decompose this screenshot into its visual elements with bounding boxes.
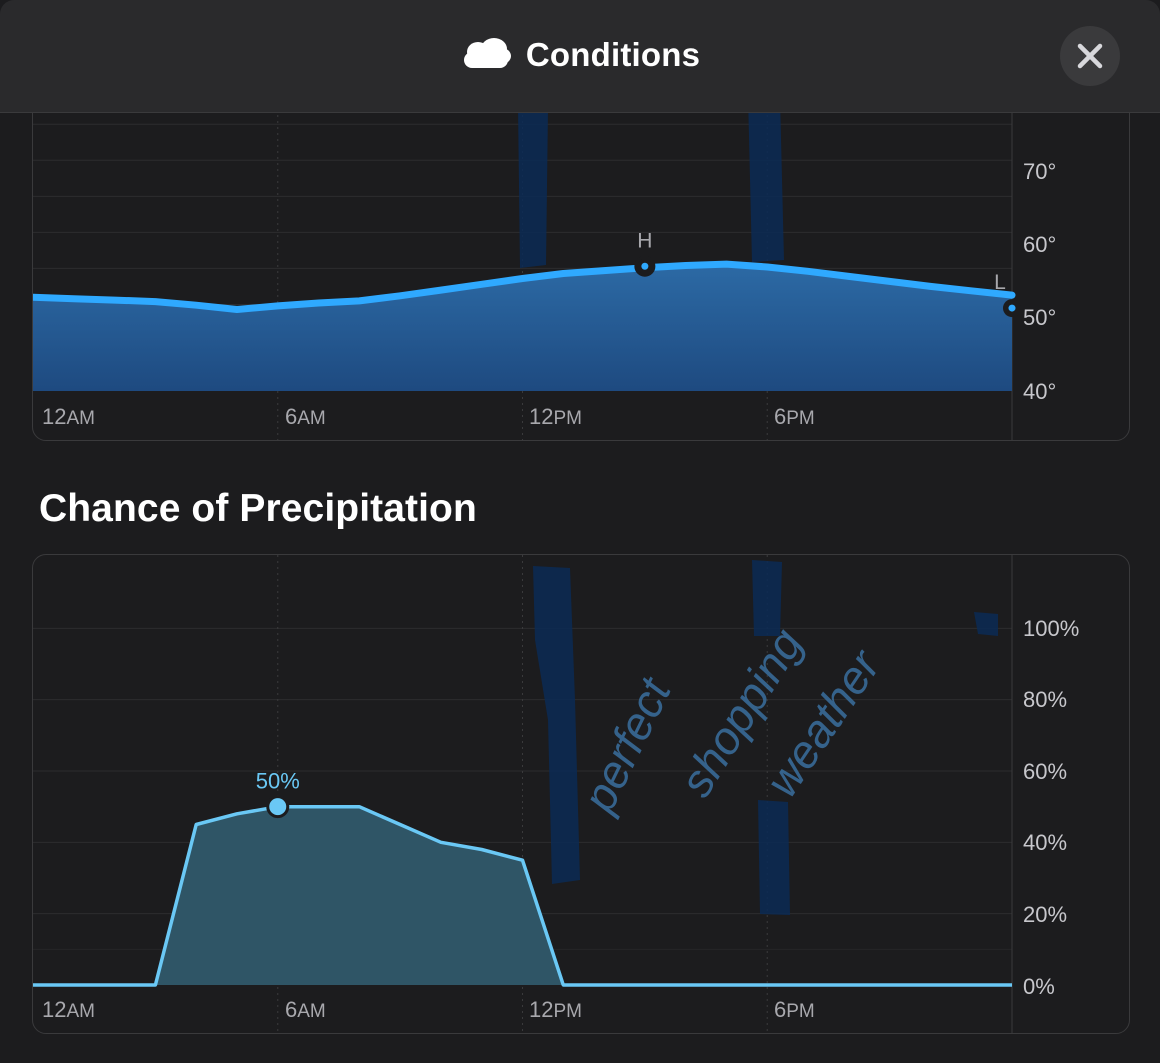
close-icon <box>1077 43 1103 69</box>
precipitation-x-axis: 12AM 6AM 12PM 6PM <box>42 997 815 1022</box>
y-tick-label: 20% <box>1023 902 1067 927</box>
precipitation-area <box>33 806 1012 985</box>
y-tick-label: 0% <box>1023 974 1055 999</box>
x-tick-label: 6PM <box>774 997 815 1022</box>
y-tick-label: 100% <box>1023 616 1079 641</box>
temperature-area <box>33 264 1012 391</box>
x-tick-label: 6AM <box>285 997 326 1022</box>
temperature-line <box>33 260 1016 313</box>
temperature-y-axis: 70° 60° 50° 40° <box>1023 159 1056 404</box>
precipitation-y-axis: 100% 80% 60% 40% 20% 0% <box>1023 616 1079 999</box>
y-tick-label: 40% <box>1023 830 1067 855</box>
precipitation-title: Chance of Precipitation <box>39 487 477 530</box>
close-button[interactable] <box>1060 26 1120 86</box>
precipitation-chart: 50% 12AM 6AM 12PM 6PM 100% 80% 60% 40% 2… <box>33 555 1079 1033</box>
temperature-low-marker-inner <box>1008 304 1016 312</box>
y-tick-label: 60% <box>1023 759 1067 784</box>
x-tick-label: 12PM <box>529 404 582 429</box>
y-tick-label: 70° <box>1023 159 1056 184</box>
temperature-high-label: H <box>637 229 652 252</box>
header-title: Conditions <box>0 36 1160 78</box>
cloud-icon <box>460 36 512 78</box>
x-tick-label: 12AM <box>42 404 95 429</box>
temperature-high-marker-inner <box>641 262 649 270</box>
temperature-low-label: L <box>994 271 1006 294</box>
temperature-chart-card: H L 12AM 6AM 12PM 6PM 70° 60° 50° 40° <box>32 60 1130 441</box>
precipitation-peak-label: 50% <box>256 769 300 794</box>
temperature-chart: H L 12AM 6AM 12PM 6PM 70° 60° 50° 40° <box>33 61 1056 440</box>
y-tick-label: 80% <box>1023 687 1067 712</box>
y-tick-label: 40° <box>1023 379 1056 404</box>
x-tick-label: 12AM <box>42 997 95 1022</box>
header-title-text: Conditions <box>525 36 701 73</box>
y-tick-label: 60° <box>1023 232 1056 257</box>
x-tick-label: 6AM <box>285 404 326 429</box>
x-tick-label: 6PM <box>774 404 815 429</box>
x-tick-label: 12PM <box>529 997 582 1022</box>
sheet-header: Conditions <box>0 0 1160 113</box>
precipitation-peak-marker[interactable] <box>266 795 290 819</box>
temperature-x-axis: 12AM 6AM 12PM 6PM <box>42 404 815 429</box>
y-tick-label: 50° <box>1023 305 1056 330</box>
precipitation-chart-card: 50% 12AM 6AM 12PM 6PM 100% 80% 60% 40% 2… <box>32 554 1130 1034</box>
precipitation-line <box>33 804 1012 987</box>
